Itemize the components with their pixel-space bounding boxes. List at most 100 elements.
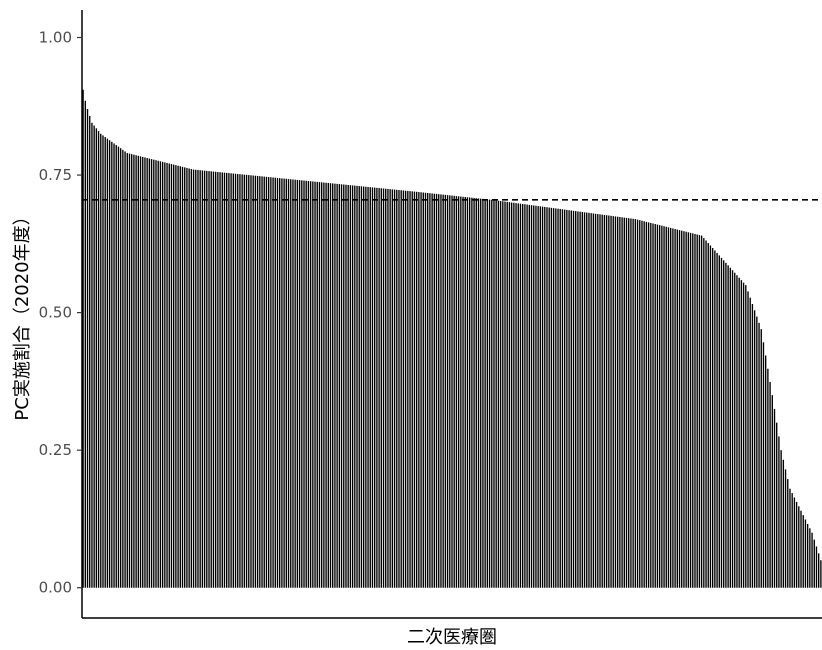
bar xyxy=(199,170,201,588)
bar xyxy=(449,195,451,588)
bar xyxy=(181,166,184,588)
bar xyxy=(356,185,358,588)
bar xyxy=(272,177,274,588)
bar xyxy=(378,188,380,588)
bar xyxy=(508,202,511,588)
bar xyxy=(745,285,747,588)
bar xyxy=(210,171,212,588)
bar xyxy=(444,194,447,588)
bar xyxy=(217,171,219,588)
bar xyxy=(734,272,736,588)
bar xyxy=(460,196,462,588)
bar xyxy=(221,172,223,588)
bar xyxy=(201,170,204,588)
bar xyxy=(753,310,756,588)
bar xyxy=(135,155,137,588)
bar xyxy=(385,188,387,588)
bar xyxy=(122,149,124,588)
bar xyxy=(621,217,623,588)
bar xyxy=(400,190,402,588)
bar xyxy=(491,199,493,588)
bar xyxy=(418,192,420,588)
bar xyxy=(586,212,588,588)
bar xyxy=(694,233,696,588)
bar xyxy=(656,224,659,588)
bar xyxy=(318,182,321,588)
bar xyxy=(170,164,173,588)
bar xyxy=(488,199,491,588)
bar xyxy=(650,222,652,588)
bar xyxy=(541,206,544,588)
bar xyxy=(314,181,316,588)
bar xyxy=(119,148,122,588)
bar xyxy=(658,225,661,588)
bar xyxy=(758,322,760,588)
bar xyxy=(517,203,519,588)
bar xyxy=(632,218,634,588)
bar xyxy=(358,186,360,588)
bar xyxy=(519,203,522,588)
bar xyxy=(468,197,471,588)
bar xyxy=(628,218,630,588)
bar xyxy=(457,196,460,588)
y-axis-title: PC実施割合（2020年度） xyxy=(12,207,33,420)
bar xyxy=(340,184,343,588)
bar xyxy=(349,185,352,588)
bar xyxy=(433,193,436,588)
bar xyxy=(84,100,86,588)
bar xyxy=(687,232,690,588)
bar xyxy=(422,192,424,588)
bar xyxy=(369,187,371,588)
bar xyxy=(411,191,413,588)
bar xyxy=(789,488,791,588)
bar xyxy=(499,201,502,588)
bar xyxy=(374,187,376,588)
bar xyxy=(778,436,780,588)
bar xyxy=(226,172,228,588)
bar xyxy=(581,211,584,588)
bar xyxy=(323,182,325,588)
bar xyxy=(115,145,117,588)
bar xyxy=(568,210,570,588)
bar xyxy=(804,519,807,588)
bar xyxy=(382,188,385,588)
bar xyxy=(292,179,294,588)
bar xyxy=(685,231,687,588)
bar xyxy=(806,523,809,588)
y-tick-label: 0.00 xyxy=(39,579,72,597)
bar xyxy=(738,277,740,588)
bar xyxy=(809,528,811,588)
bar xyxy=(773,408,776,588)
bar xyxy=(455,196,458,588)
bar xyxy=(464,197,466,588)
bar xyxy=(605,215,608,588)
bar xyxy=(548,207,550,588)
bar xyxy=(179,166,181,588)
bar xyxy=(142,156,144,588)
bar xyxy=(597,214,599,588)
bar xyxy=(504,201,506,588)
bar xyxy=(250,175,252,588)
bar xyxy=(592,213,595,588)
bar xyxy=(219,172,221,588)
bar xyxy=(616,216,619,588)
bar xyxy=(365,186,367,588)
bar xyxy=(446,195,449,588)
bar xyxy=(689,232,692,588)
bar xyxy=(298,180,301,588)
bar xyxy=(524,204,526,588)
bar xyxy=(153,159,155,588)
bar xyxy=(203,170,206,588)
bar xyxy=(776,422,778,588)
y-tick-label: 1.00 xyxy=(39,29,72,47)
bar xyxy=(645,221,648,588)
bar xyxy=(563,209,566,588)
bar xyxy=(705,240,707,588)
bar xyxy=(415,191,418,588)
bar xyxy=(360,186,363,588)
bar xyxy=(351,185,354,588)
bar xyxy=(283,178,285,588)
bar xyxy=(362,186,365,588)
bar xyxy=(301,180,303,588)
bar xyxy=(431,193,433,588)
